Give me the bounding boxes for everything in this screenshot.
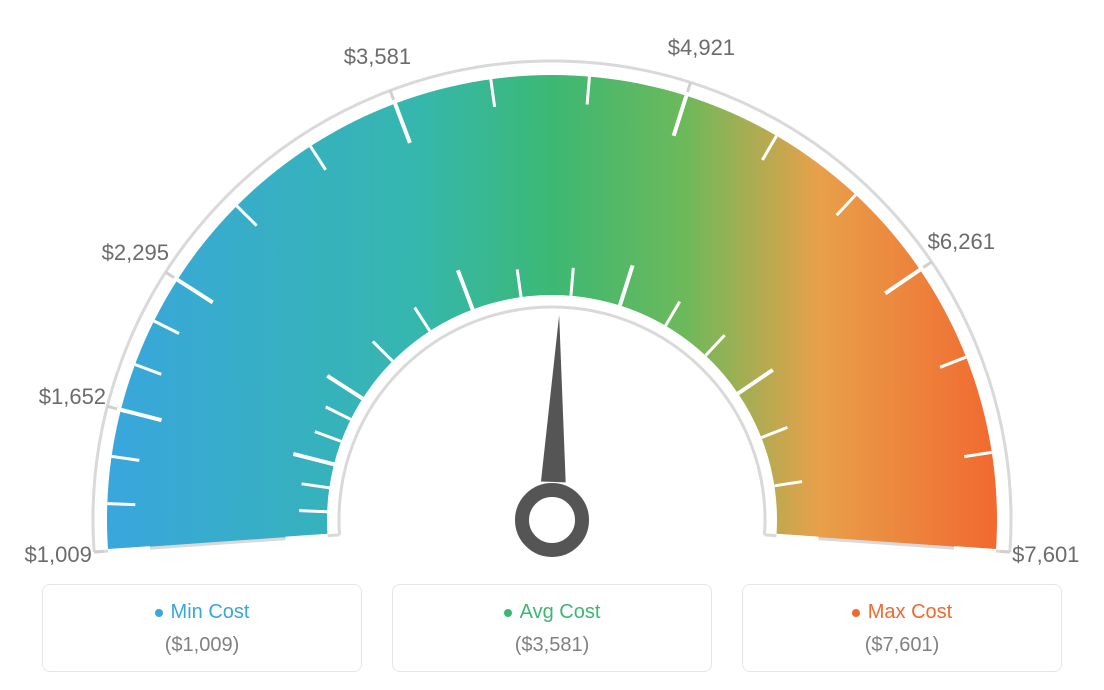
legend-value-min: ($1,009) — [63, 634, 341, 657]
gauge-tick-label: $1,009 — [25, 542, 92, 568]
legend-title-min: Min Cost — [155, 601, 250, 624]
legend-value-avg: ($3,581) — [413, 634, 691, 657]
gauge-chart-container: $1,009 $1,652 $2,295 $3,581 $4,921 $6,261 $7,6… — [0, 0, 1104, 690]
gauge-svg — [52, 30, 1052, 570]
legend-title-max: Max Cost — [852, 601, 952, 624]
legend-row: Min Cost ($1,009) Avg Cost ($3,581) Max … — [0, 584, 1104, 672]
legend-label-avg: Avg Cost — [520, 601, 601, 624]
gauge-tick-label: $2,295 — [102, 240, 169, 266]
dot-icon — [504, 609, 512, 617]
gauge-tick-label: $7,601 — [1012, 542, 1079, 568]
gauge-tick-label: $6,261 — [928, 229, 995, 255]
legend-card-max: Max Cost ($7,601) — [742, 584, 1062, 672]
gauge-tick-label: $4,921 — [668, 35, 735, 61]
legend-label-min: Min Cost — [171, 601, 250, 624]
gauge-tick-label: $1,652 — [39, 384, 106, 410]
gauge-tick-label: $3,581 — [344, 44, 411, 70]
legend-value-max: ($7,601) — [763, 634, 1041, 657]
legend-card-min: Min Cost ($1,009) — [42, 584, 362, 672]
dot-icon — [155, 609, 163, 617]
dot-icon — [852, 609, 860, 617]
legend-label-max: Max Cost — [868, 601, 952, 624]
legend-title-avg: Avg Cost — [504, 601, 601, 624]
legend-card-avg: Avg Cost ($3,581) — [392, 584, 712, 672]
gauge: $1,009$1,652$2,295$3,581$4,921$6,261$7,6… — [52, 30, 1052, 570]
